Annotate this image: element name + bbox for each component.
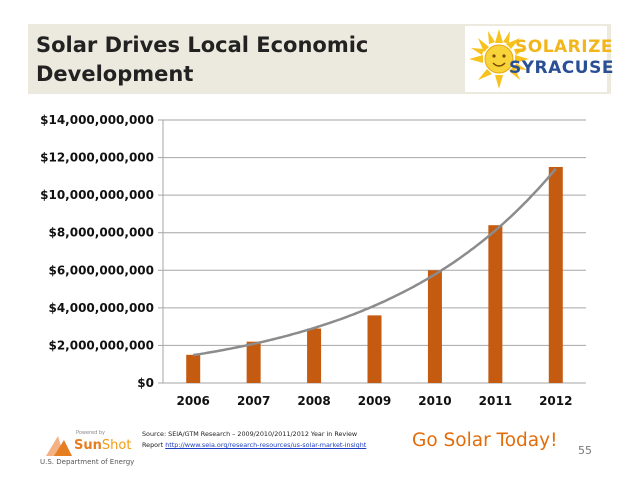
y-tick-label: $4,000,000,000 [48, 301, 154, 315]
sunshot-logo: Powered by SunShot U.S. Department of En… [40, 428, 140, 470]
trendline [192, 167, 557, 357]
bar-2008 [307, 328, 322, 383]
sun-icon [469, 29, 529, 89]
y-tick-label: $8,000,000,000 [48, 226, 154, 240]
solarize-syracuse-logo: SOLARIZE SYRACUSE [465, 26, 613, 92]
sunshot-icon [46, 436, 72, 456]
source-line2: Report http://www.seia.org/research-reso… [142, 440, 412, 451]
y-tick-label: $6,000,000,000 [48, 263, 154, 277]
source-citation: Source: SEIA/GTM Research – 2009/2010/20… [142, 429, 412, 451]
y-tick-label: $2,000,000,000 [48, 338, 154, 352]
y-tick-label: $14,000,000,000 [40, 113, 154, 127]
logo-text-syracuse: SYRACUSE [509, 58, 614, 78]
bar-2011 [488, 225, 503, 383]
sunshot-brand-sun: Sun [74, 438, 102, 453]
sunshot-powered-by: Powered by [76, 430, 105, 436]
x-tick-label: 2009 [358, 394, 391, 408]
x-tick-label: 2012 [539, 394, 572, 408]
source-link[interactable]: http://www.seia.org/research-resources/u… [165, 441, 367, 449]
sunshot-department: U.S. Department of Energy [40, 458, 135, 466]
x-tick-label: 2010 [418, 394, 451, 408]
slide-title-line2: Development [36, 62, 194, 86]
y-tick-label: $10,000,000,000 [40, 188, 154, 202]
sunshot-brand-shot: Shot [101, 438, 132, 453]
x-tick-label: 2007 [237, 394, 270, 408]
page-number: 55 [578, 444, 592, 457]
slide-title: Solar Drives Local Economic Development [36, 31, 436, 89]
x-tick-label: 2008 [297, 394, 330, 408]
y-tick-label: $12,000,000,000 [40, 151, 154, 165]
logo-text-solarize: SOLARIZE [515, 37, 614, 57]
source-line1: Source: SEIA/GTM Research – 2009/2010/20… [142, 430, 358, 438]
source-prefix: Report [142, 441, 166, 449]
slide-title-line1: Solar Drives Local Economic [36, 33, 369, 57]
y-tick-label: $0 [137, 376, 154, 390]
bar-2010 [427, 270, 442, 383]
x-tick-label: 2006 [177, 394, 210, 408]
tagline: Go Solar Today! [412, 430, 558, 451]
x-tick-label: 2011 [479, 394, 512, 408]
bar-2009 [367, 315, 382, 383]
bar-2012 [548, 166, 563, 383]
bar-2006 [186, 354, 201, 383]
bar-2007 [246, 341, 261, 383]
sunshot-brand: SunShot [74, 438, 131, 453]
